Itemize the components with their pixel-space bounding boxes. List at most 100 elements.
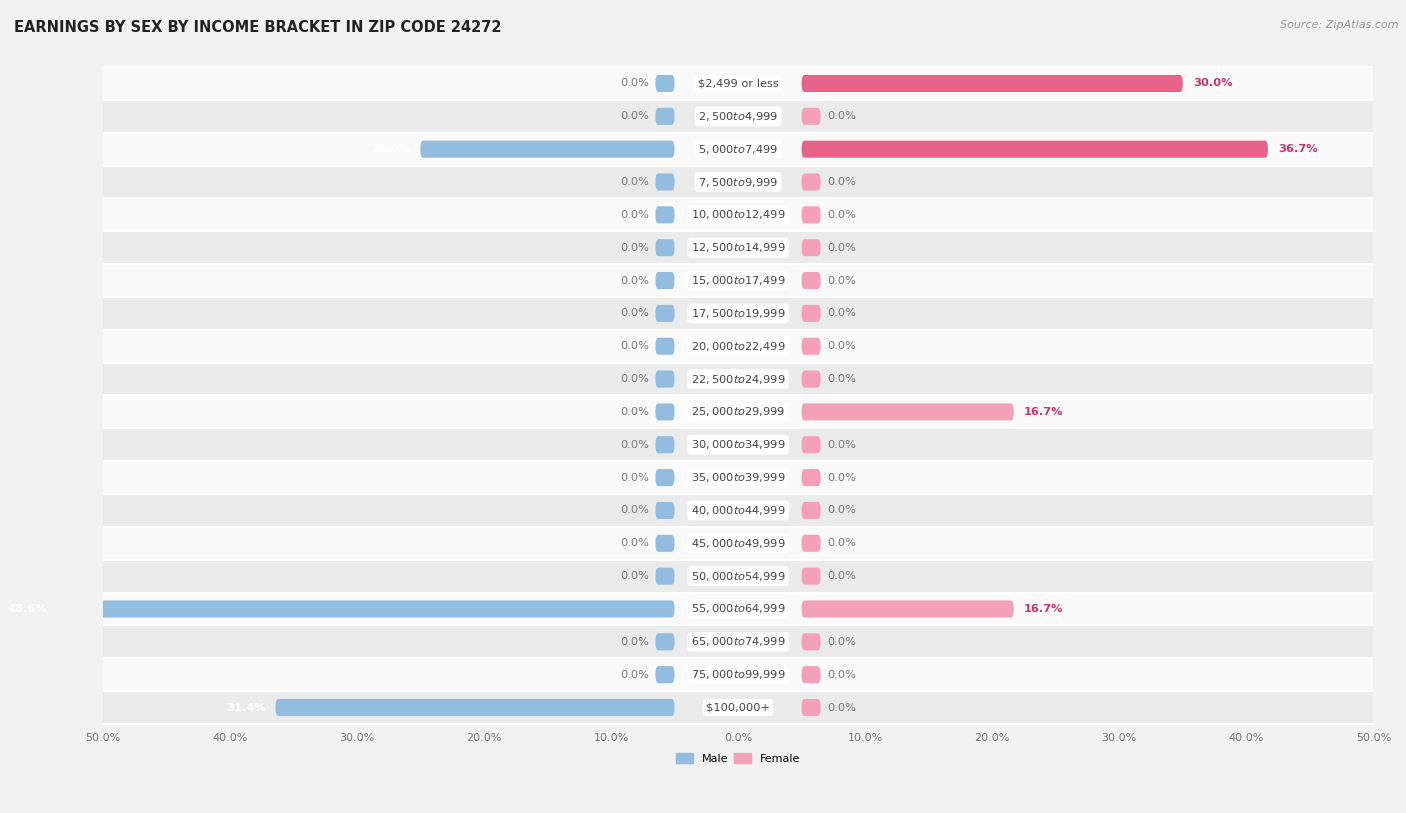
FancyBboxPatch shape bbox=[58, 601, 675, 618]
Text: $75,000 to $99,999: $75,000 to $99,999 bbox=[690, 668, 786, 681]
Text: $12,500 to $14,999: $12,500 to $14,999 bbox=[690, 241, 786, 254]
Text: 0.0%: 0.0% bbox=[827, 243, 856, 253]
Text: $45,000 to $49,999: $45,000 to $49,999 bbox=[690, 537, 786, 550]
FancyBboxPatch shape bbox=[103, 297, 1374, 330]
Text: 0.0%: 0.0% bbox=[827, 702, 856, 712]
Text: $10,000 to $12,499: $10,000 to $12,499 bbox=[690, 208, 786, 221]
FancyBboxPatch shape bbox=[801, 239, 821, 256]
Text: 16.7%: 16.7% bbox=[1024, 407, 1063, 417]
Text: $7,500 to $9,999: $7,500 to $9,999 bbox=[697, 176, 778, 189]
Text: 0.0%: 0.0% bbox=[620, 177, 650, 187]
Text: $20,000 to $22,499: $20,000 to $22,499 bbox=[690, 340, 786, 353]
FancyBboxPatch shape bbox=[801, 601, 1014, 618]
Text: 0.0%: 0.0% bbox=[620, 506, 650, 515]
FancyBboxPatch shape bbox=[655, 502, 675, 519]
Text: 0.0%: 0.0% bbox=[827, 177, 856, 187]
Text: 0.0%: 0.0% bbox=[620, 243, 650, 253]
FancyBboxPatch shape bbox=[801, 469, 821, 486]
FancyBboxPatch shape bbox=[655, 469, 675, 486]
FancyBboxPatch shape bbox=[801, 437, 821, 454]
FancyBboxPatch shape bbox=[655, 305, 675, 322]
Text: 0.0%: 0.0% bbox=[620, 79, 650, 89]
FancyBboxPatch shape bbox=[103, 691, 1374, 724]
FancyBboxPatch shape bbox=[276, 699, 675, 716]
FancyBboxPatch shape bbox=[801, 207, 821, 224]
Text: 0.0%: 0.0% bbox=[620, 111, 650, 121]
Text: 0.0%: 0.0% bbox=[827, 111, 856, 121]
Text: 0.0%: 0.0% bbox=[620, 407, 650, 417]
FancyBboxPatch shape bbox=[801, 535, 821, 552]
FancyBboxPatch shape bbox=[655, 173, 675, 190]
FancyBboxPatch shape bbox=[103, 198, 1374, 231]
FancyBboxPatch shape bbox=[103, 659, 1374, 691]
Text: 0.0%: 0.0% bbox=[827, 341, 856, 351]
Text: 0.0%: 0.0% bbox=[620, 538, 650, 548]
FancyBboxPatch shape bbox=[103, 133, 1374, 166]
Text: $65,000 to $74,999: $65,000 to $74,999 bbox=[690, 635, 786, 648]
FancyBboxPatch shape bbox=[801, 173, 821, 190]
FancyBboxPatch shape bbox=[103, 527, 1374, 559]
Text: 0.0%: 0.0% bbox=[827, 572, 856, 581]
Text: 0.0%: 0.0% bbox=[827, 538, 856, 548]
Text: $100,000+: $100,000+ bbox=[706, 702, 770, 712]
FancyBboxPatch shape bbox=[801, 633, 821, 650]
FancyBboxPatch shape bbox=[801, 108, 821, 125]
Text: 0.0%: 0.0% bbox=[827, 308, 856, 319]
FancyBboxPatch shape bbox=[801, 666, 821, 683]
FancyBboxPatch shape bbox=[103, 231, 1374, 264]
Text: 0.0%: 0.0% bbox=[620, 374, 650, 384]
Text: 0.0%: 0.0% bbox=[827, 440, 856, 450]
FancyBboxPatch shape bbox=[801, 305, 821, 322]
FancyBboxPatch shape bbox=[655, 371, 675, 388]
FancyBboxPatch shape bbox=[103, 593, 1374, 625]
FancyBboxPatch shape bbox=[655, 239, 675, 256]
FancyBboxPatch shape bbox=[103, 166, 1374, 198]
Text: 0.0%: 0.0% bbox=[620, 210, 650, 220]
Text: 0.0%: 0.0% bbox=[827, 506, 856, 515]
FancyBboxPatch shape bbox=[801, 699, 821, 716]
Text: $25,000 to $29,999: $25,000 to $29,999 bbox=[690, 406, 785, 419]
FancyBboxPatch shape bbox=[655, 535, 675, 552]
FancyBboxPatch shape bbox=[655, 567, 675, 585]
Text: 16.7%: 16.7% bbox=[1024, 604, 1063, 614]
FancyBboxPatch shape bbox=[655, 272, 675, 289]
FancyBboxPatch shape bbox=[655, 633, 675, 650]
FancyBboxPatch shape bbox=[103, 625, 1374, 659]
FancyBboxPatch shape bbox=[801, 272, 821, 289]
Text: 0.0%: 0.0% bbox=[827, 472, 856, 483]
Text: 30.0%: 30.0% bbox=[1192, 79, 1233, 89]
Text: 0.0%: 0.0% bbox=[620, 276, 650, 285]
Text: 0.0%: 0.0% bbox=[827, 276, 856, 285]
Text: 36.7%: 36.7% bbox=[1278, 144, 1317, 154]
FancyBboxPatch shape bbox=[655, 437, 675, 454]
Text: 0.0%: 0.0% bbox=[827, 670, 856, 680]
Text: 31.4%: 31.4% bbox=[226, 702, 266, 712]
Text: 0.0%: 0.0% bbox=[620, 341, 650, 351]
FancyBboxPatch shape bbox=[103, 461, 1374, 494]
Text: $17,500 to $19,999: $17,500 to $19,999 bbox=[690, 307, 786, 320]
Legend: Male, Female: Male, Female bbox=[672, 749, 804, 768]
Text: 0.0%: 0.0% bbox=[620, 637, 650, 647]
Text: 0.0%: 0.0% bbox=[620, 440, 650, 450]
Text: 0.0%: 0.0% bbox=[620, 572, 650, 581]
FancyBboxPatch shape bbox=[420, 141, 675, 158]
Text: $15,000 to $17,499: $15,000 to $17,499 bbox=[690, 274, 786, 287]
Text: $30,000 to $34,999: $30,000 to $34,999 bbox=[690, 438, 786, 451]
Text: $35,000 to $39,999: $35,000 to $39,999 bbox=[690, 471, 786, 484]
FancyBboxPatch shape bbox=[801, 371, 821, 388]
Text: $22,500 to $24,999: $22,500 to $24,999 bbox=[690, 372, 786, 385]
FancyBboxPatch shape bbox=[103, 330, 1374, 363]
Text: 0.0%: 0.0% bbox=[827, 210, 856, 220]
FancyBboxPatch shape bbox=[801, 403, 1014, 420]
FancyBboxPatch shape bbox=[655, 75, 675, 92]
FancyBboxPatch shape bbox=[655, 337, 675, 354]
Text: 0.0%: 0.0% bbox=[620, 472, 650, 483]
FancyBboxPatch shape bbox=[103, 67, 1374, 100]
Text: EARNINGS BY SEX BY INCOME BRACKET IN ZIP CODE 24272: EARNINGS BY SEX BY INCOME BRACKET IN ZIP… bbox=[14, 20, 502, 35]
FancyBboxPatch shape bbox=[655, 108, 675, 125]
Text: $2,499 or less: $2,499 or less bbox=[697, 79, 779, 89]
Text: $40,000 to $44,999: $40,000 to $44,999 bbox=[690, 504, 786, 517]
FancyBboxPatch shape bbox=[103, 428, 1374, 461]
Text: 0.0%: 0.0% bbox=[620, 308, 650, 319]
FancyBboxPatch shape bbox=[655, 403, 675, 420]
